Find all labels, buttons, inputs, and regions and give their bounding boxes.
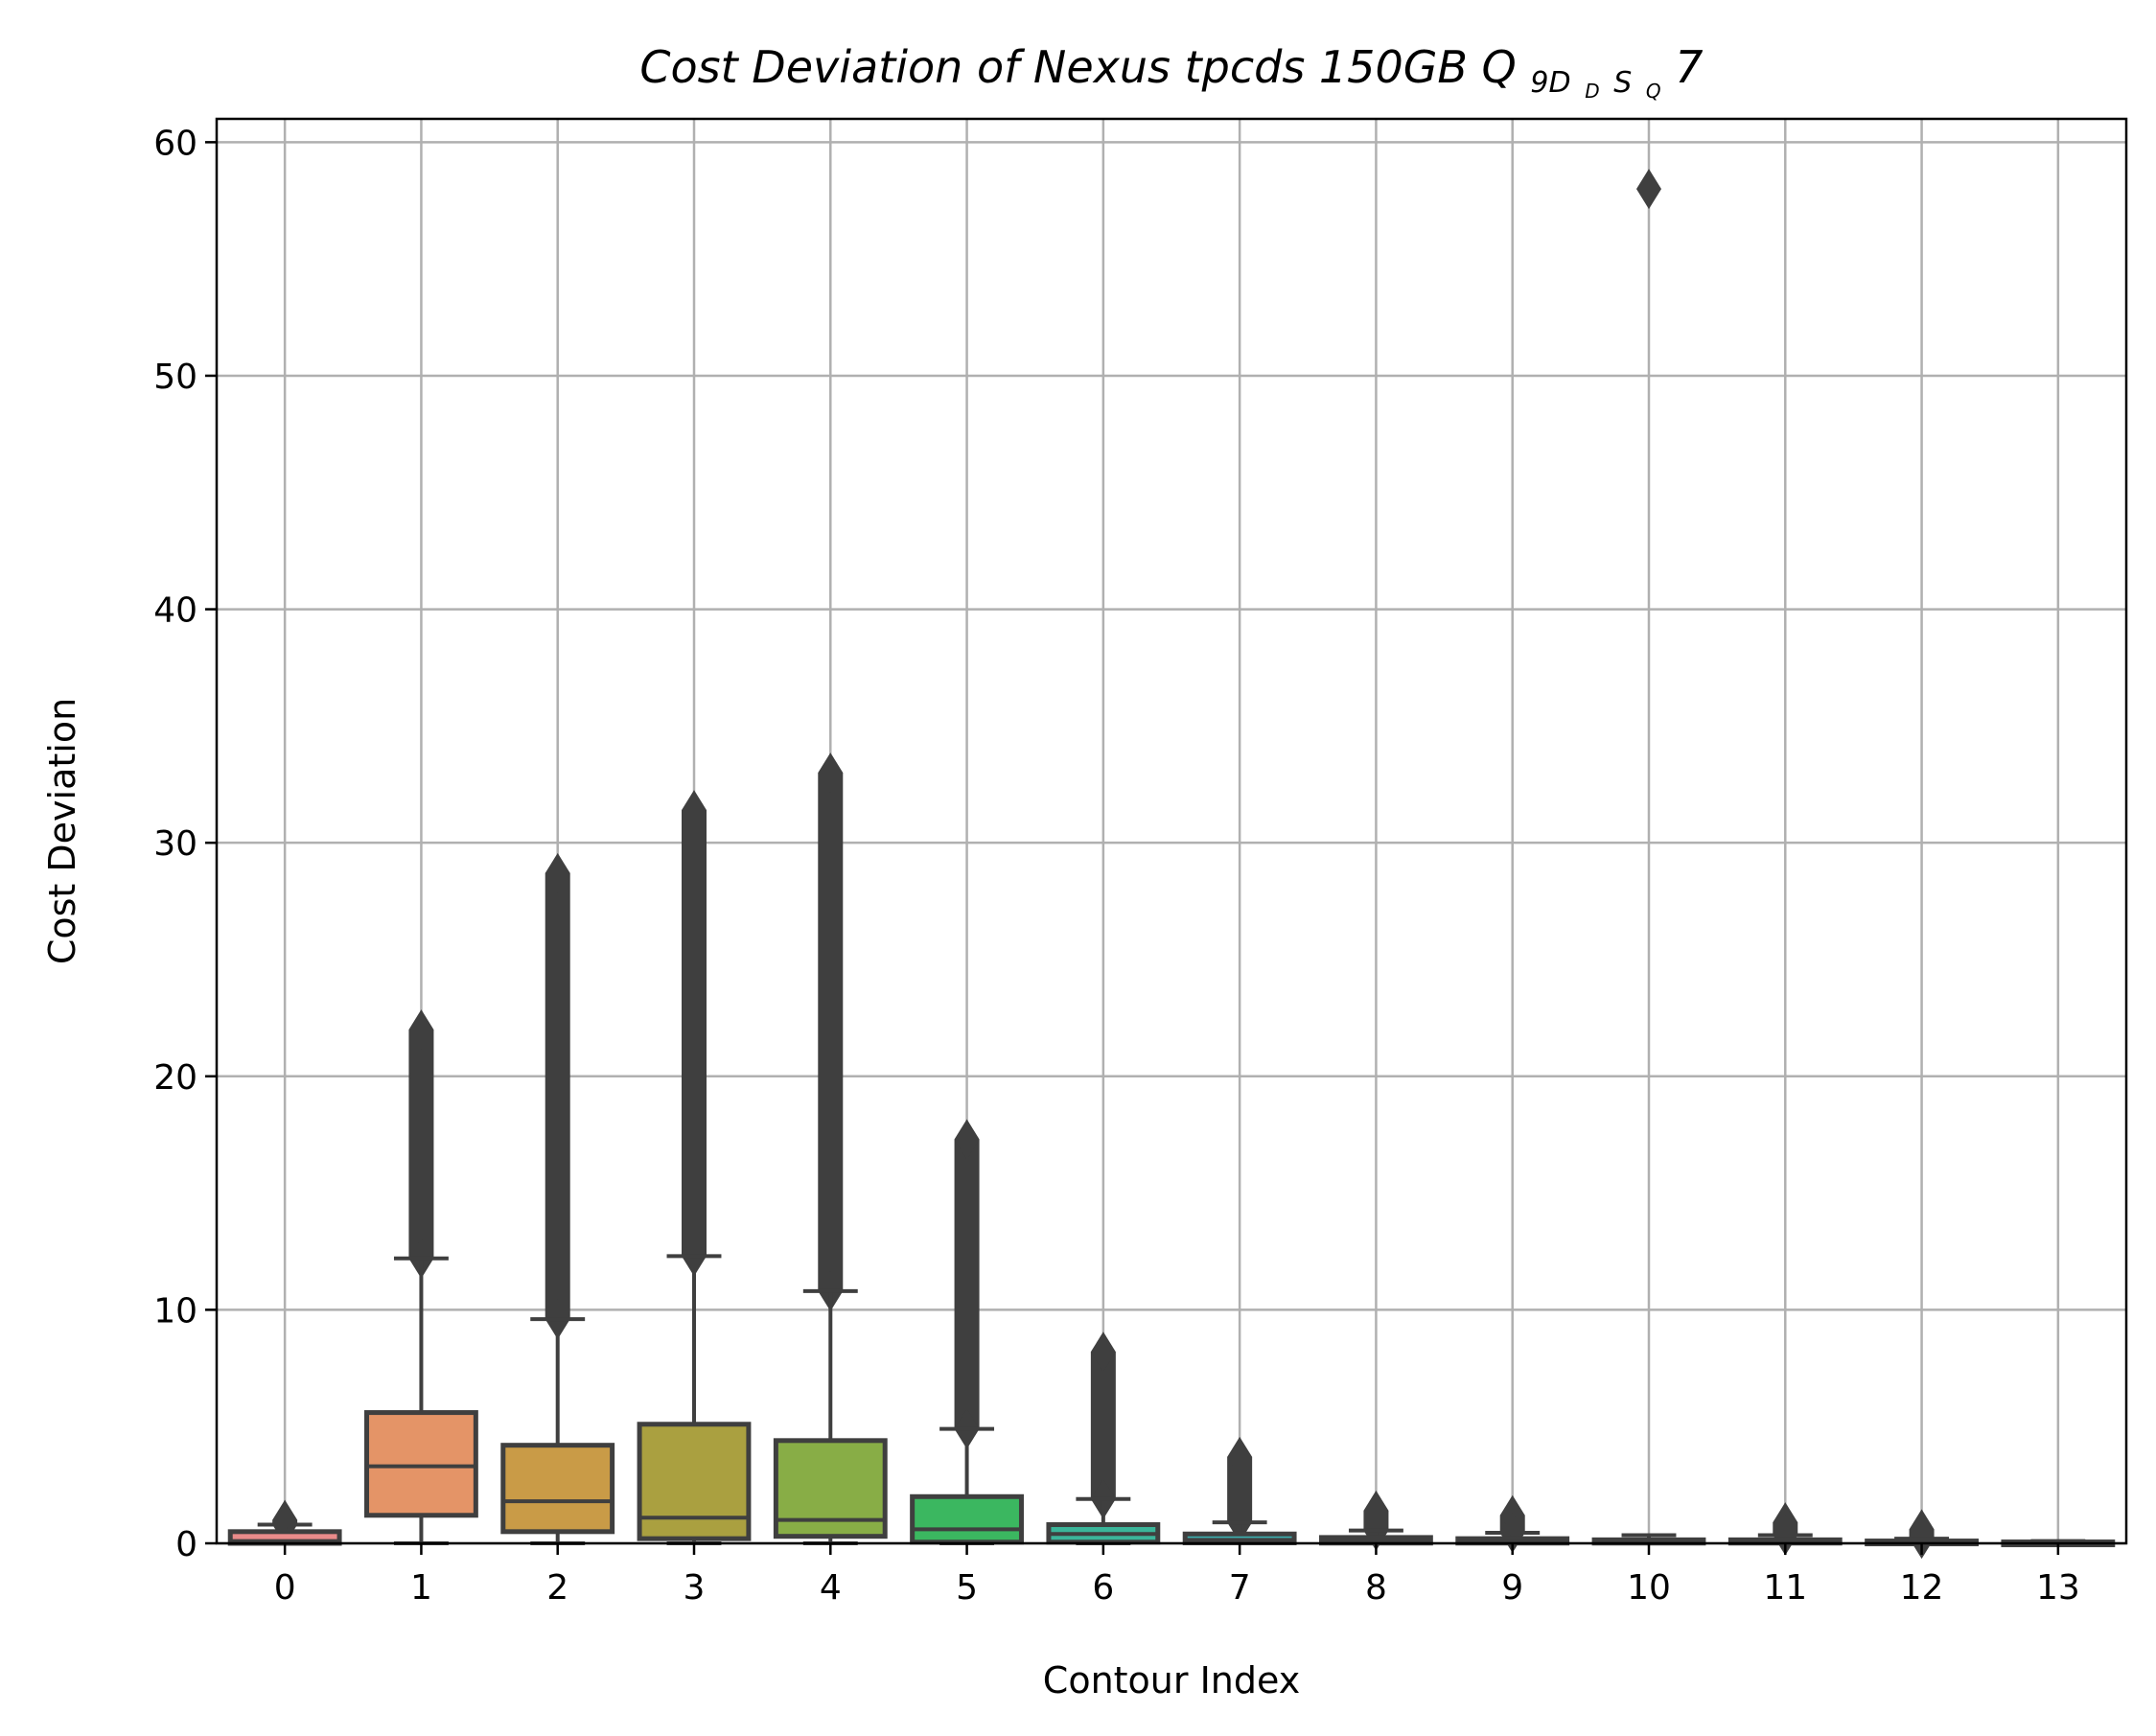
y-tick-label: 30 xyxy=(153,824,197,864)
y-tick-label: 20 xyxy=(153,1058,197,1098)
outlier-point xyxy=(408,1009,434,1051)
box-iqr xyxy=(773,1438,888,1539)
outlier-point xyxy=(682,790,707,831)
chart-title: Cost Deviation of Nexus tpcds 150GB Q 9D… xyxy=(639,41,1703,108)
outlier-band xyxy=(682,810,707,1257)
outlier-band xyxy=(954,1139,980,1429)
box-group-7 xyxy=(1182,1436,1297,1546)
outlier-point xyxy=(1636,169,1661,210)
chart-title-sub2: S xyxy=(1613,66,1632,100)
y-axis-ticks: 0 10 20 30 40 50 60 xyxy=(153,124,217,1564)
outlier-point xyxy=(545,852,570,893)
box-iqr xyxy=(364,1410,478,1518)
outlier-point xyxy=(818,752,844,794)
outlier-band xyxy=(1090,1352,1116,1499)
x-tick-label: 0 xyxy=(274,1568,296,1608)
y-tick-label: 50 xyxy=(153,358,197,397)
x-tick-label: 12 xyxy=(1900,1568,1944,1608)
chart-title-tail: 7 xyxy=(1675,41,1703,93)
outlier-band xyxy=(545,872,570,1320)
y-tick-label: 10 xyxy=(153,1291,197,1331)
box-group-6 xyxy=(1046,1331,1161,1545)
box-iqr xyxy=(637,1422,752,1541)
x-tick-label: 10 xyxy=(1627,1568,1671,1608)
chart-title-main: Cost Deviation of Nexus tpcds 150GB xyxy=(639,41,1481,93)
chart-title-subsub: D xyxy=(1585,80,1599,103)
x-tick-label: 2 xyxy=(546,1568,568,1608)
box-group-1 xyxy=(364,1009,478,1545)
box-group-9 xyxy=(1455,1494,1570,1554)
box-group-2 xyxy=(500,852,615,1545)
y-tick-label: 40 xyxy=(153,591,197,631)
chart-title-q: Q xyxy=(1482,41,1517,93)
x-axis-ticks: 0 1 2 3 4 5 6 7 8 9 10 11 12 13 xyxy=(274,1543,2080,1608)
x-tick-label: 8 xyxy=(1365,1568,1387,1608)
chart-title-sub: 9D xyxy=(1530,66,1570,100)
x-tick-label: 3 xyxy=(684,1568,706,1608)
y-axis-label: Cost Deviation xyxy=(41,698,83,964)
x-tick-label: 1 xyxy=(410,1568,432,1608)
box-group-5 xyxy=(910,1119,1024,1545)
box-group-0 xyxy=(227,1499,342,1546)
box-iqr xyxy=(910,1493,1024,1545)
chart-title-subsub2: Q xyxy=(1646,80,1661,103)
box-group-3 xyxy=(637,790,752,1545)
box-iqr xyxy=(500,1443,615,1535)
plot-frame xyxy=(215,117,2128,1545)
box-group-4 xyxy=(773,752,888,1545)
x-tick-label: 7 xyxy=(1229,1568,1251,1608)
outlier-band xyxy=(818,773,844,1291)
y-tick-label: 60 xyxy=(153,124,197,163)
outlier-band xyxy=(408,1030,434,1259)
x-axis-label: Contour Index xyxy=(1043,1659,1300,1701)
grid-lines xyxy=(217,119,2126,1545)
box-series xyxy=(227,169,2116,1560)
x-tick-label: 5 xyxy=(956,1568,978,1608)
outlier-point xyxy=(954,1119,980,1160)
y-tick-label: 0 xyxy=(175,1525,197,1564)
box-group-8 xyxy=(1319,1490,1433,1551)
x-tick-label: 6 xyxy=(1092,1568,1114,1608)
outlier-point xyxy=(1090,1331,1116,1373)
x-tick-label: 11 xyxy=(1763,1568,1807,1608)
x-tick-label: 4 xyxy=(820,1568,842,1608)
outlier-point xyxy=(1227,1436,1253,1477)
x-tick-label: 9 xyxy=(1501,1568,1523,1608)
x-tick-label: 13 xyxy=(2036,1568,2080,1608)
